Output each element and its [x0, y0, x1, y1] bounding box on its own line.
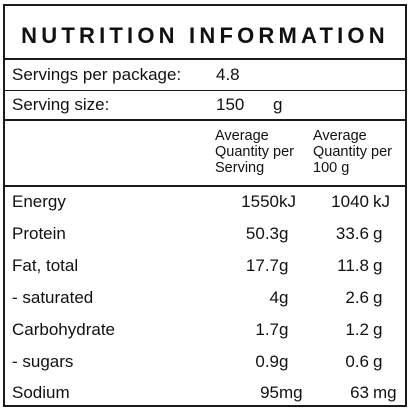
nutrient-name: Carbohydrate [12, 320, 116, 339]
value-per-100g: 1040 [331, 192, 369, 211]
divider-header [5, 185, 405, 187]
value-per-serving: 4 [269, 288, 279, 307]
divider-title [5, 58, 405, 60]
serving-size-unit: g [273, 95, 283, 114]
nutrition-panel: NUTRITION INFORMATION Servings per packa… [3, 4, 407, 407]
column-header-per-100g: Average Quantity per 100 g [313, 128, 392, 176]
unit-per-serving: g [279, 352, 289, 371]
servings-per-package-label: Servings per package: [12, 65, 182, 84]
value-per-100g: 11.8 [337, 256, 369, 275]
value-per-serving: 0.9 [255, 352, 279, 371]
unit-per-100g: g [373, 320, 383, 339]
nutrient-name: Fat, total [12, 256, 79, 275]
serving-size-label: Serving size: [12, 95, 110, 114]
value-per-100g: 0.6 [345, 352, 369, 371]
nutrient-name: - saturated [12, 288, 94, 307]
nutrient-name: Sodium [12, 383, 70, 402]
unit-per-serving: g [279, 320, 289, 339]
unit-per-serving: mg [279, 383, 303, 402]
unit-per-100g: g [373, 288, 383, 307]
nutrient-name: - sugars [12, 352, 74, 371]
value-per-serving: 95 [260, 383, 279, 402]
divider-serving-size [5, 119, 405, 121]
unit-per-100g: g [373, 224, 383, 243]
nutrient-name: Energy [12, 192, 66, 211]
value-per-100g: 63 [350, 383, 369, 402]
unit-per-serving: g [279, 256, 289, 275]
divider-servings [5, 90, 405, 91]
servings-per-package-value: 4.8 [216, 65, 240, 84]
value-per-100g: 2.6 [345, 288, 369, 307]
unit-per-serving: g [279, 288, 289, 307]
unit-per-100g: g [373, 352, 383, 371]
value-per-100g: 33.6 [335, 224, 369, 243]
value-per-serving: 50.3 [245, 224, 279, 243]
nutrient-name: Protein [12, 224, 66, 243]
header-line: Quantity per [215, 144, 294, 160]
unit-per-100g: g [373, 256, 383, 275]
header-line: Serving [215, 160, 265, 176]
value-per-serving: 17.7 [245, 256, 279, 275]
column-header-per-serving: Average Quantity per Serving [215, 128, 294, 176]
unit-per-serving: kJ [279, 192, 296, 211]
header-line: Average [215, 128, 269, 144]
unit-per-100g: kJ [373, 192, 390, 211]
serving-size-value: 150 [216, 95, 245, 114]
unit-per-serving: g [279, 224, 289, 243]
value-per-serving: 1550 [241, 192, 279, 211]
header-line: 100 g [313, 160, 350, 176]
header-line: Average [313, 128, 367, 144]
value-per-serving: 1.7 [255, 320, 279, 339]
value-per-100g: 1.2 [345, 320, 369, 339]
header-line: Quantity per [313, 144, 392, 160]
unit-per-100g: mg [373, 383, 397, 402]
panel-title: NUTRITION INFORMATION [21, 23, 389, 48]
